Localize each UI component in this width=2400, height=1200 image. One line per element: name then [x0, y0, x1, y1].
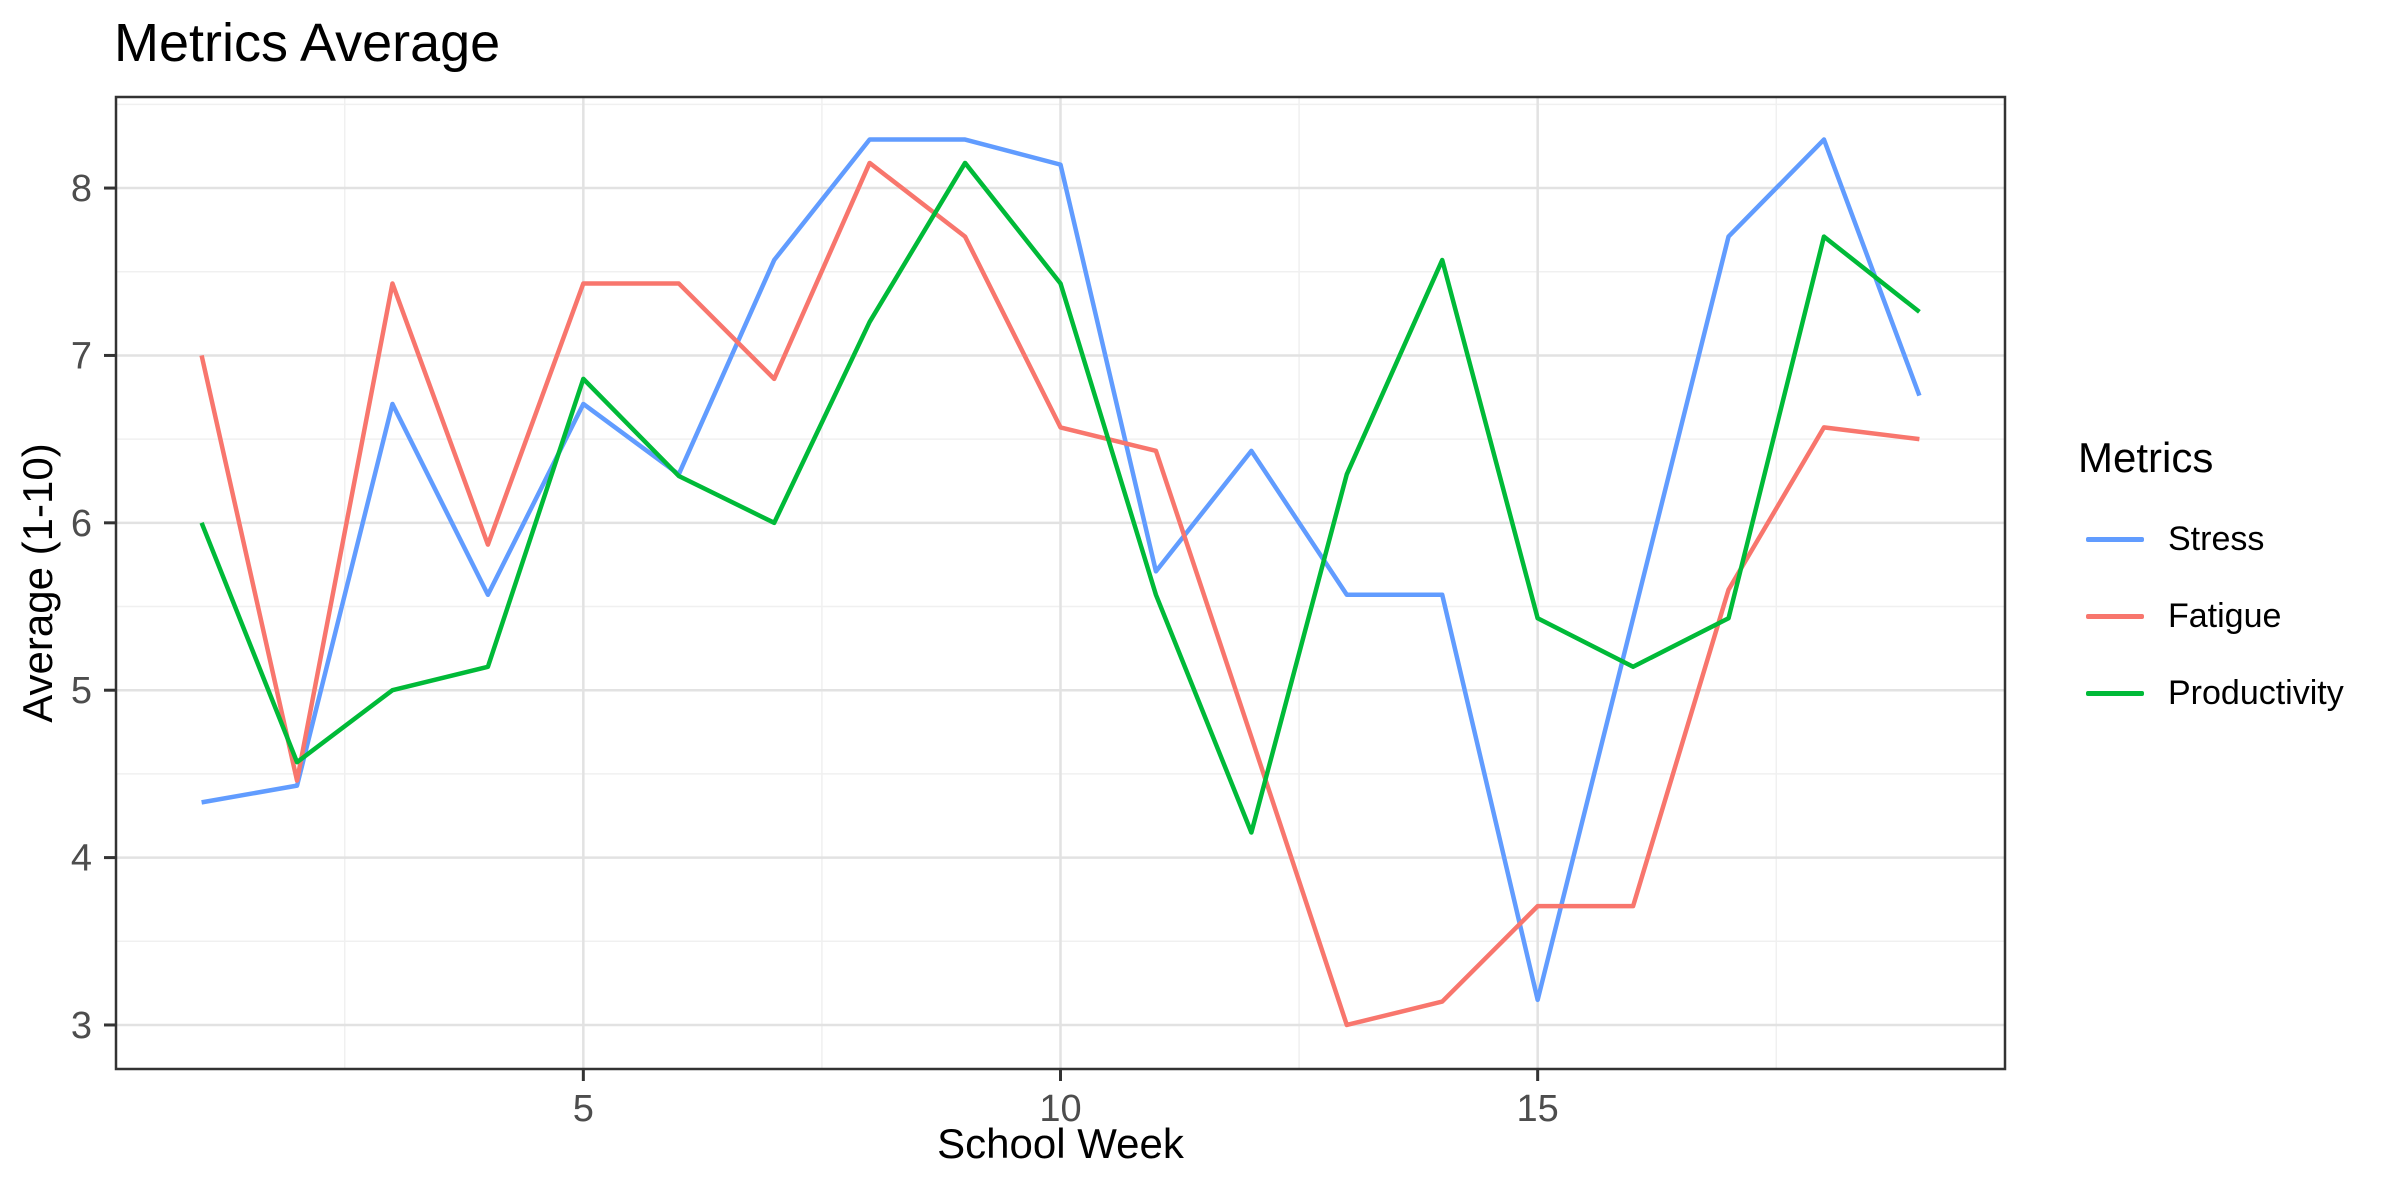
legend-label-stress: Stress [2168, 520, 2265, 558]
x-tick-label: 5 [573, 1088, 594, 1130]
y-tick-label: 6 [71, 503, 92, 545]
productivity-line-key-icon [2086, 691, 2144, 696]
legend-title: Metrics [2078, 434, 2214, 481]
y-tick-label: 5 [71, 670, 92, 712]
legend-item-fatigue: Fatigue [2078, 597, 2344, 636]
legend-label-productivity: Productivity [2168, 674, 2344, 712]
y-axis-title: Average (1-10) [14, 443, 61, 723]
stress-line [201, 137, 1922, 1003]
legend-label-fatigue: Fatigue [2168, 597, 2282, 635]
legend-item-productivity: Productivity [2078, 674, 2344, 713]
fatigue-line-key-icon [2086, 614, 2144, 619]
legend: Metrics Stress Fatigue Productivity [2078, 434, 2344, 713]
x-tick-label: 15 [1517, 1088, 1559, 1130]
x-tick-label: 10 [1039, 1088, 1081, 1130]
x-axis-title: School Week [937, 1120, 1184, 1167]
y-tick-label: 4 [71, 838, 92, 880]
fatigue-line [199, 160, 1920, 1028]
stress-line-key-icon [2086, 537, 2144, 542]
y-tick-label: 3 [71, 1005, 92, 1047]
y-tick-label: 7 [71, 335, 92, 377]
productivity-line [199, 160, 1921, 835]
legend-item-stress: Stress [2078, 520, 2344, 559]
y-tick-label: 8 [71, 168, 92, 210]
chart-title: Metrics Average [114, 13, 501, 73]
